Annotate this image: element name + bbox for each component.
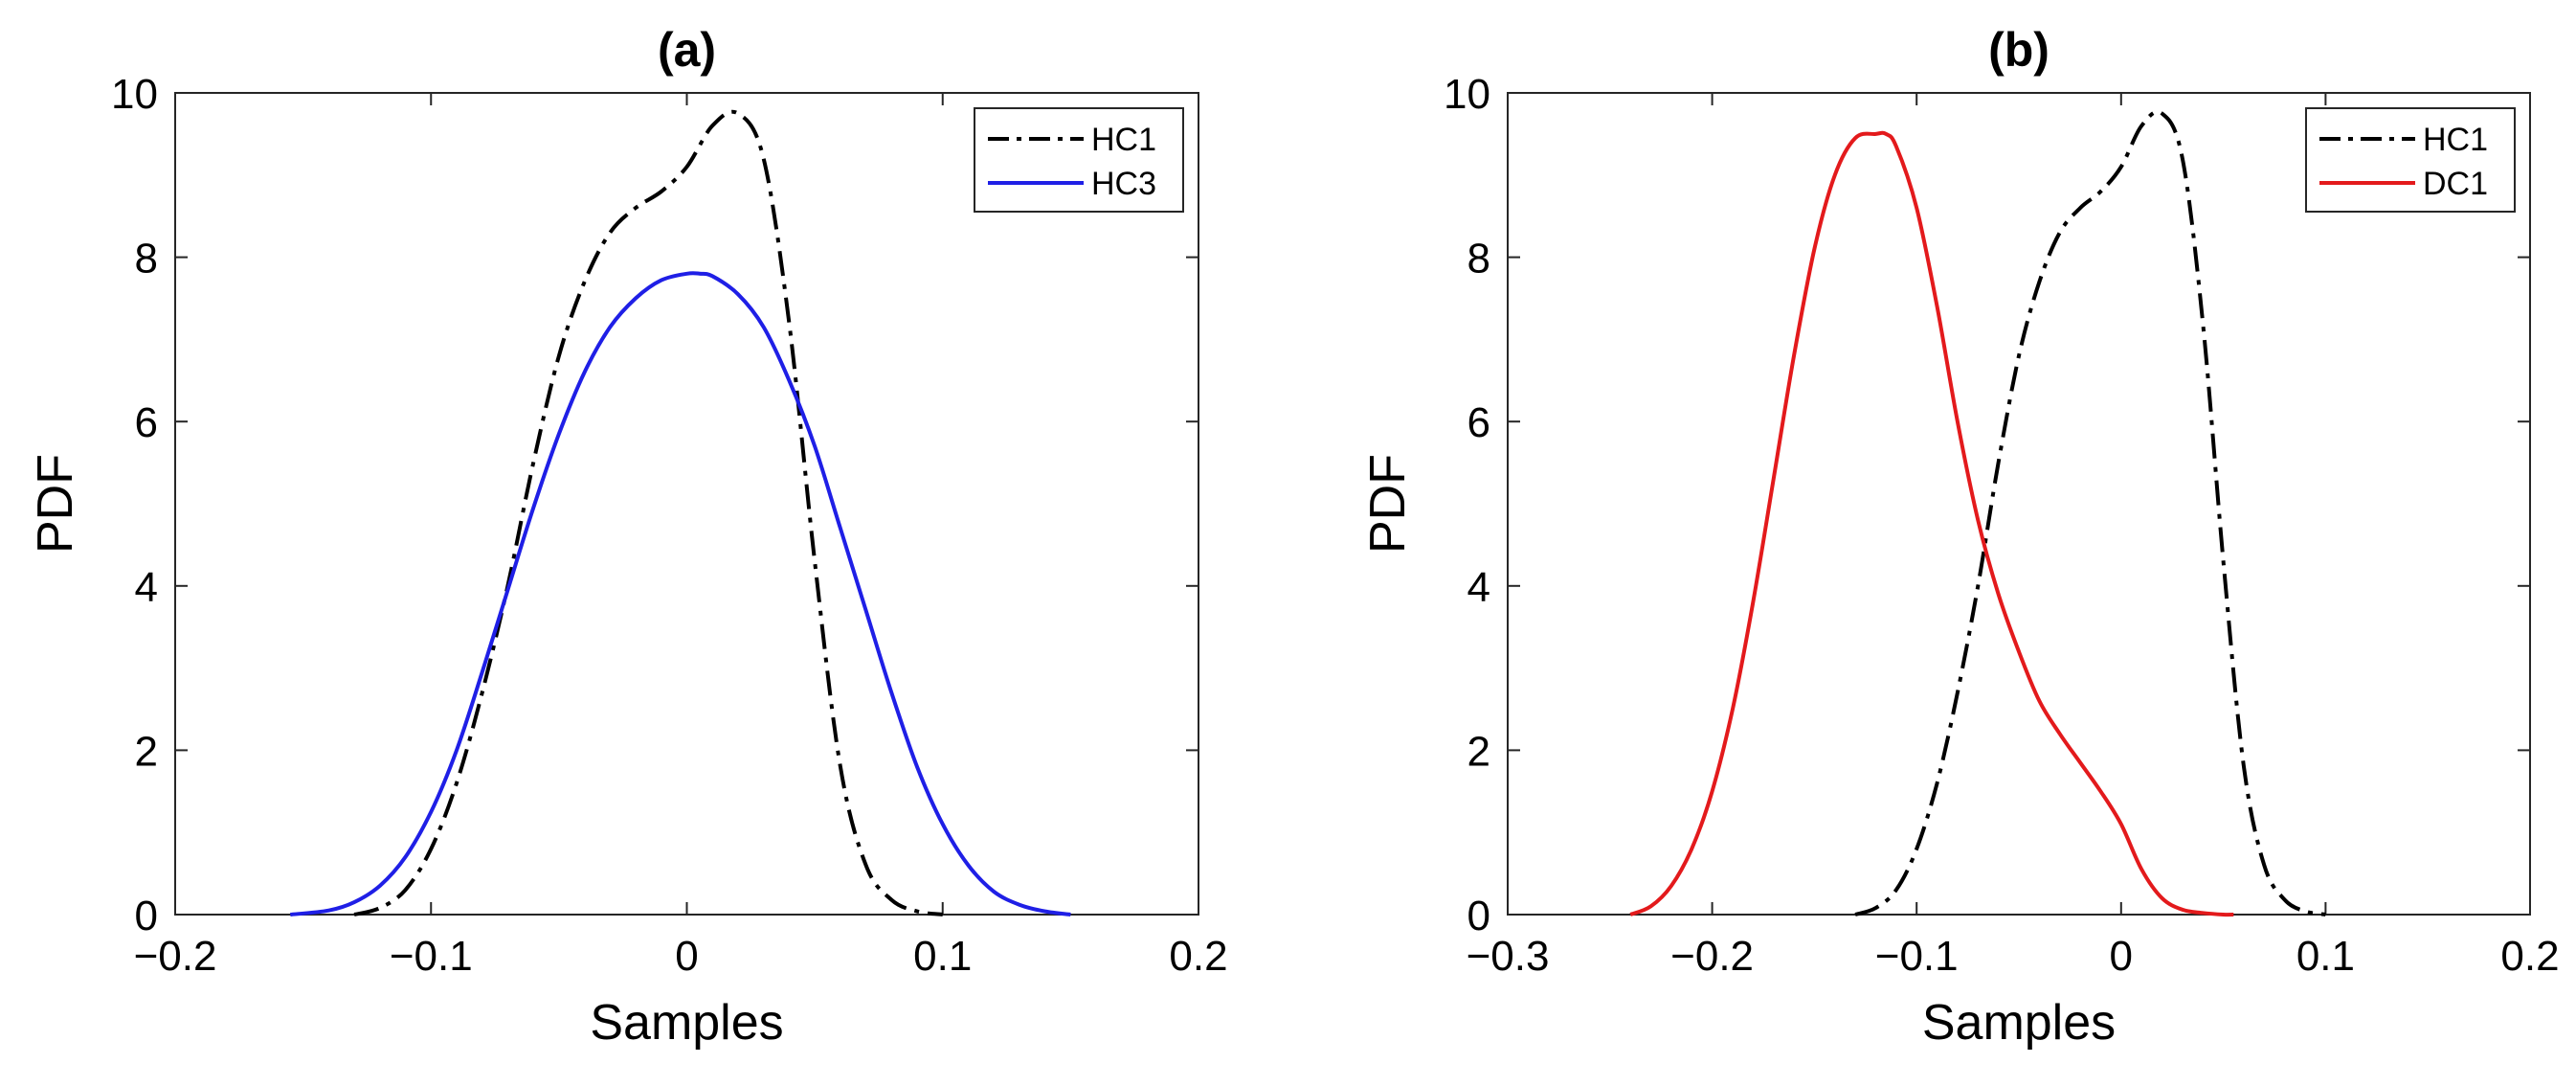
x-axis-label: Samples [590, 995, 783, 1051]
y-tick-label: 0 [135, 893, 158, 939]
plot-area [174, 92, 1199, 916]
series-line-hc3 [290, 271, 1071, 916]
legend-label: HC3 [1091, 166, 1156, 202]
legend-label: HC1 [1091, 122, 1156, 158]
legend-box [974, 107, 1184, 213]
x-tick-label: 0 [675, 933, 698, 980]
y-tick-label: 6 [1467, 399, 1490, 446]
y-tick-label: 4 [135, 564, 158, 611]
y-tick-label: 2 [135, 728, 158, 775]
y-tick-label: 6 [135, 399, 158, 446]
y-tick-label: 10 [111, 71, 158, 118]
y-tick-label: 8 [135, 236, 158, 283]
series-line-hc1 [353, 109, 944, 916]
y-tick-label: 8 [1467, 236, 1490, 283]
plot-area [1507, 92, 2531, 916]
panel-title: (b) [1988, 23, 2050, 77]
series-line-dc1 [1629, 130, 2234, 917]
x-axis-label: Samples [1922, 995, 2116, 1051]
x-tick-label: −0.1 [390, 933, 473, 980]
x-tick-label: −0.1 [1875, 933, 1959, 980]
legend-label: HC1 [2423, 122, 2488, 158]
x-tick-label: 0.2 [2500, 933, 2559, 980]
legend-box [2305, 107, 2516, 213]
x-tick-label: −0.2 [134, 933, 217, 980]
x-tick-label: 0.1 [2296, 933, 2355, 980]
y-tick-label: 10 [1444, 71, 1490, 118]
panel-b: −0.3 −0.2 −0.1 0 0.1 0.2 0 2 4 6 8 10 (b) Samples PDF H… [1360, 23, 2560, 1051]
x-tick-label: 0.2 [1169, 933, 1227, 980]
x-tick-label: −0.3 [1467, 933, 1550, 980]
y-axis-label: PDF [28, 454, 83, 554]
y-tick-label: 2 [1467, 728, 1490, 775]
y-tick-label: 0 [1467, 893, 1490, 939]
x-tick-label: 0 [2110, 933, 2133, 980]
x-tick-label: 0.1 [913, 933, 972, 980]
series-line-hc1 [1854, 109, 2326, 916]
panel-title: (a) [658, 23, 716, 77]
legend-label: DC1 [2423, 166, 2488, 202]
x-tick-label: −0.2 [1670, 933, 1754, 980]
y-axis-label: PDF [1360, 454, 1416, 554]
y-tick-label: 4 [1467, 564, 1490, 611]
panel-a: −0.2 −0.1 0 0.1 0.2 0 2 4 6 8 10 (a) Samples PDF HC1 HC… [28, 23, 1228, 1051]
